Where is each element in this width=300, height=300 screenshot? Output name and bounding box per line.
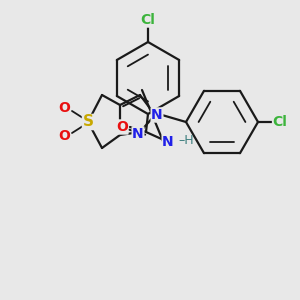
Text: –H: –H xyxy=(178,134,194,148)
Text: O: O xyxy=(116,120,128,134)
Text: N: N xyxy=(162,135,174,149)
Text: N: N xyxy=(151,108,163,122)
Text: S: S xyxy=(82,115,94,130)
Text: Cl: Cl xyxy=(273,115,287,129)
Text: O: O xyxy=(58,129,70,143)
Text: O: O xyxy=(58,101,70,115)
Text: N: N xyxy=(132,127,144,141)
Text: Cl: Cl xyxy=(141,13,155,27)
